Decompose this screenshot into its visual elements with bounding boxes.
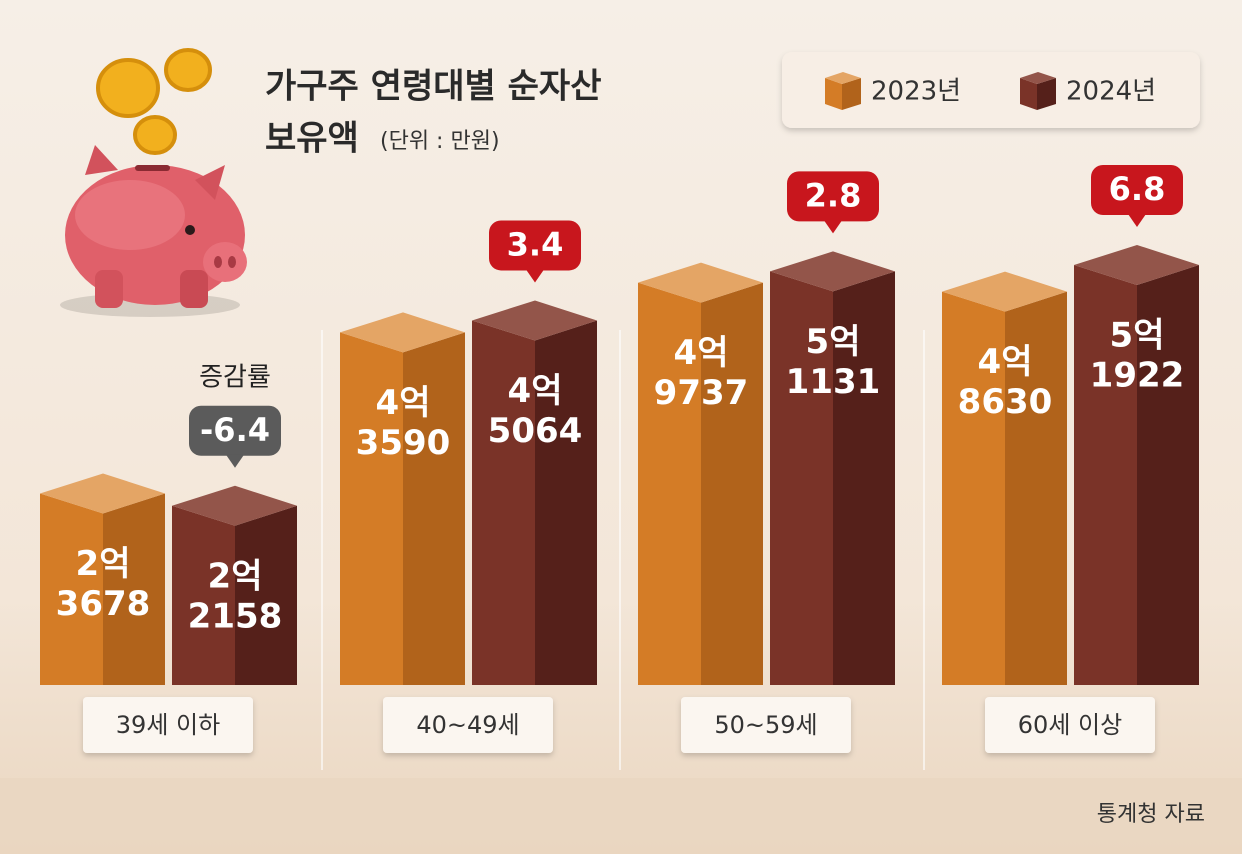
value-label: 1131 (786, 362, 881, 402)
bar-top-face (638, 262, 763, 303)
bar-left-face (172, 505, 235, 685)
legend-swatch-left (1020, 78, 1037, 110)
change-label: -6.4 (200, 411, 270, 449)
value-label: 3590 (356, 423, 451, 463)
change-label: 3.4 (507, 225, 564, 263)
value-label: 2억 (76, 544, 131, 584)
change-label: 6.8 (1109, 170, 1166, 208)
bar-left-face (638, 282, 701, 685)
bar (340, 312, 465, 685)
legend-swatch (1020, 72, 1056, 110)
value-label: 9737 (654, 373, 749, 413)
change-badge-box (489, 220, 581, 271)
value-label: 2158 (188, 596, 283, 636)
source: 통계청 자료 (1097, 802, 1205, 827)
bar-top-face (40, 473, 165, 514)
chart-title: 보유액 (265, 119, 359, 159)
change-badge-box (1091, 165, 1183, 215)
legend-swatch-top (1020, 72, 1056, 84)
change-badge-pointer (226, 454, 244, 468)
bar-top-face (172, 485, 297, 526)
change-badge-pointer (1128, 214, 1146, 227)
bar-right-face (701, 282, 763, 685)
chart-title: 가구주 연령대별 순자산 (265, 67, 601, 107)
change-badge-pointer (526, 269, 544, 283)
bar-right-face (535, 320, 597, 685)
bar-right-face (833, 271, 895, 685)
bar (40, 473, 165, 685)
value-label: 5억 (1110, 316, 1165, 356)
bar-left-face (340, 332, 403, 685)
legend-swatch-right (842, 78, 861, 110)
value-label: 5064 (488, 411, 583, 451)
legend-label: 2023년 (871, 77, 961, 107)
change-badge: 2.8 (787, 171, 879, 234)
value-label: 4억 (978, 342, 1033, 382)
legend (782, 52, 1200, 128)
category-box (985, 697, 1155, 753)
bar-right-face (1137, 265, 1199, 685)
value-label: 4억 (508, 371, 563, 411)
bar (770, 251, 895, 685)
value-label: 5억 (806, 322, 861, 362)
value-label: 4억 (376, 383, 431, 423)
value-label: 3678 (56, 584, 151, 624)
bar (942, 271, 1067, 685)
legend-label: 2024년 (1066, 77, 1156, 107)
value-label: 8630 (958, 382, 1053, 422)
value-label: 2억 (208, 556, 263, 596)
bar-top-face (340, 312, 465, 353)
x-tick-label: 50~59세 (714, 711, 817, 739)
x-tick-label: 40~49세 (416, 711, 519, 739)
bar-right-face (235, 505, 297, 685)
bar-left-face (1074, 265, 1137, 685)
bar-top-face (1074, 245, 1199, 285)
change-badge: -6.4 (189, 405, 281, 468)
category-box (83, 697, 253, 753)
change-badge-box (787, 171, 879, 222)
change-label: 2.8 (805, 176, 862, 214)
bar (172, 485, 297, 685)
bar-left-face (472, 320, 535, 685)
bar-left-face (942, 291, 1005, 685)
bar-top-face (770, 251, 895, 292)
bar-right-face (1005, 291, 1067, 685)
bar-right-face (403, 332, 465, 685)
value-label: 1922 (1090, 356, 1185, 396)
bar-left-face (40, 493, 103, 685)
unit-label: (단위 : 만원) (380, 129, 500, 154)
legend-swatch-top (825, 72, 861, 84)
change-title: 증감률 (199, 362, 271, 392)
legend-swatch-left (825, 78, 842, 110)
footer-band (0, 778, 1242, 840)
bar (472, 300, 597, 685)
category-box (383, 697, 553, 753)
bar (1074, 245, 1199, 685)
change-badge-box (189, 405, 281, 456)
x-tick-label: 60세 이상 (1018, 711, 1122, 739)
bar-left-face (770, 271, 833, 685)
bar-top-face (472, 300, 597, 341)
bar-top-face (942, 271, 1067, 312)
legend-swatch-right (1037, 78, 1056, 110)
value-label: 4억 (674, 333, 729, 373)
legend-swatch (825, 72, 861, 110)
change-badge: 6.8 (1091, 165, 1183, 227)
change-badge: 3.4 (489, 220, 581, 283)
category-box (681, 697, 851, 753)
bar-right-face (103, 493, 165, 685)
piggy-bank-illustration (60, 48, 247, 317)
x-tick-label: 39세 이하 (116, 711, 220, 739)
change-badge-pointer (824, 220, 842, 234)
bar (638, 262, 763, 685)
